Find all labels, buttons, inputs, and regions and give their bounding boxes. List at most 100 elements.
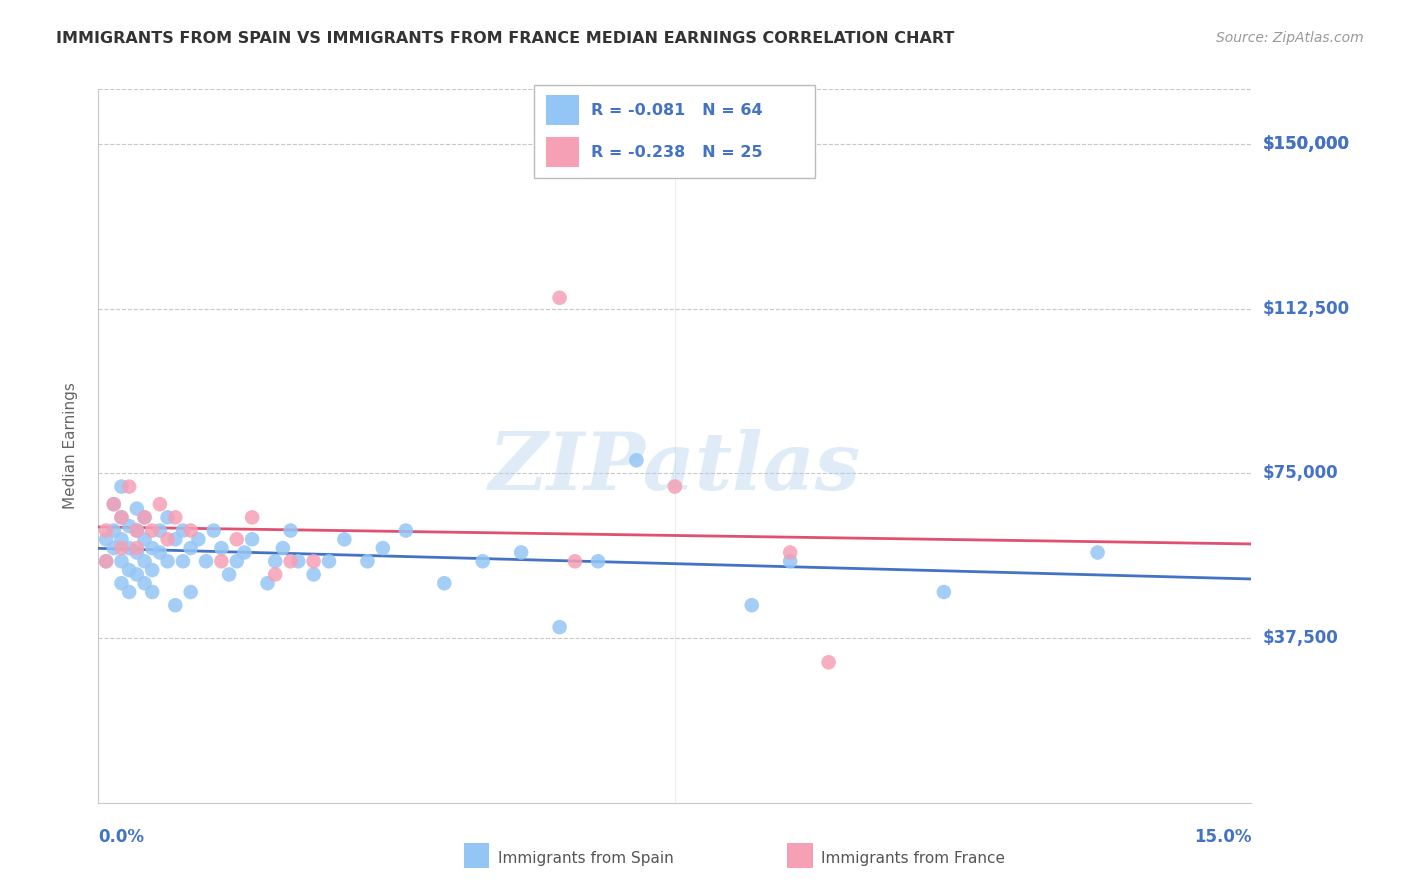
Point <box>180 541 202 555</box>
Point <box>149 545 172 559</box>
Point <box>209 554 232 568</box>
Point <box>932 585 955 599</box>
Point <box>240 510 263 524</box>
Point <box>240 533 263 547</box>
Point <box>264 567 287 582</box>
Point <box>125 541 148 555</box>
Text: IMMIGRANTS FROM SPAIN VS IMMIGRANTS FROM FRANCE MEDIAN EARNINGS CORRELATION CHAR: IMMIGRANTS FROM SPAIN VS IMMIGRANTS FROM… <box>56 31 955 46</box>
Point <box>187 533 209 547</box>
Point <box>256 576 278 591</box>
Point <box>125 567 148 582</box>
Point <box>333 533 356 547</box>
Point <box>172 554 194 568</box>
Point <box>318 554 340 568</box>
Point <box>586 554 609 568</box>
Point <box>664 480 686 494</box>
Text: 0.0%: 0.0% <box>98 828 145 846</box>
Point <box>134 576 156 591</box>
Point <box>779 545 801 559</box>
Point <box>118 480 141 494</box>
Point <box>125 501 148 516</box>
Point <box>287 554 309 568</box>
Point <box>779 554 801 568</box>
Point <box>195 554 218 568</box>
Point <box>110 510 132 524</box>
Point <box>302 567 325 582</box>
Text: R = -0.238   N = 25: R = -0.238 N = 25 <box>591 145 762 160</box>
Point <box>141 585 163 599</box>
Point <box>180 585 202 599</box>
Point <box>103 524 125 538</box>
Text: ZIPatlas: ZIPatlas <box>489 429 860 506</box>
Point <box>225 533 247 547</box>
Point <box>280 554 302 568</box>
Point <box>548 291 571 305</box>
Point <box>209 541 232 555</box>
Point <box>817 655 839 669</box>
Point <box>110 554 132 568</box>
Text: $150,000: $150,000 <box>1263 135 1350 153</box>
Point <box>264 554 287 568</box>
Point <box>134 554 156 568</box>
Point <box>118 563 141 577</box>
Point <box>225 554 247 568</box>
Text: Source: ZipAtlas.com: Source: ZipAtlas.com <box>1216 31 1364 45</box>
Point <box>510 545 533 559</box>
Point <box>141 563 163 577</box>
Point <box>125 524 148 538</box>
Point <box>165 510 187 524</box>
Point <box>433 576 456 591</box>
Point <box>134 533 156 547</box>
Text: R = -0.081   N = 64: R = -0.081 N = 64 <box>591 103 762 118</box>
Text: $112,500: $112,500 <box>1263 300 1350 318</box>
Point <box>103 497 125 511</box>
Point <box>218 567 240 582</box>
Point <box>741 598 763 612</box>
Point <box>180 524 202 538</box>
Point <box>1087 545 1109 559</box>
Point <box>94 554 117 568</box>
Point <box>371 541 394 555</box>
Point <box>110 533 132 547</box>
Point <box>156 510 179 524</box>
Bar <box>546 95 579 125</box>
Point <box>356 554 378 568</box>
Point <box>110 576 132 591</box>
Y-axis label: Median Earnings: Median Earnings <box>63 383 77 509</box>
Point <box>149 524 172 538</box>
Point <box>110 480 132 494</box>
Text: Immigrants from Spain: Immigrants from Spain <box>498 851 673 865</box>
Text: $150,000: $150,000 <box>1263 135 1350 153</box>
Point <box>626 453 648 467</box>
Point <box>110 541 132 555</box>
Bar <box>546 137 579 167</box>
Point <box>134 510 156 524</box>
Point <box>233 545 256 559</box>
Point <box>172 524 194 538</box>
Point <box>395 524 418 538</box>
Point <box>548 620 571 634</box>
Point <box>471 554 494 568</box>
Point <box>110 510 132 524</box>
Point <box>125 545 148 559</box>
Text: $75,000: $75,000 <box>1263 465 1339 483</box>
Point <box>156 533 179 547</box>
Point <box>280 524 302 538</box>
FancyBboxPatch shape <box>534 85 815 178</box>
Point <box>94 533 117 547</box>
Point <box>141 541 163 555</box>
Text: $37,500: $37,500 <box>1263 629 1339 647</box>
Point <box>302 554 325 568</box>
Point <box>118 541 141 555</box>
Point <box>271 541 294 555</box>
Point <box>118 519 141 533</box>
Point <box>156 554 179 568</box>
Point <box>134 510 156 524</box>
Point <box>202 524 225 538</box>
Point <box>165 533 187 547</box>
Text: 15.0%: 15.0% <box>1194 828 1251 846</box>
Point <box>165 598 187 612</box>
Point <box>103 497 125 511</box>
Point <box>141 524 163 538</box>
Point <box>103 541 125 555</box>
